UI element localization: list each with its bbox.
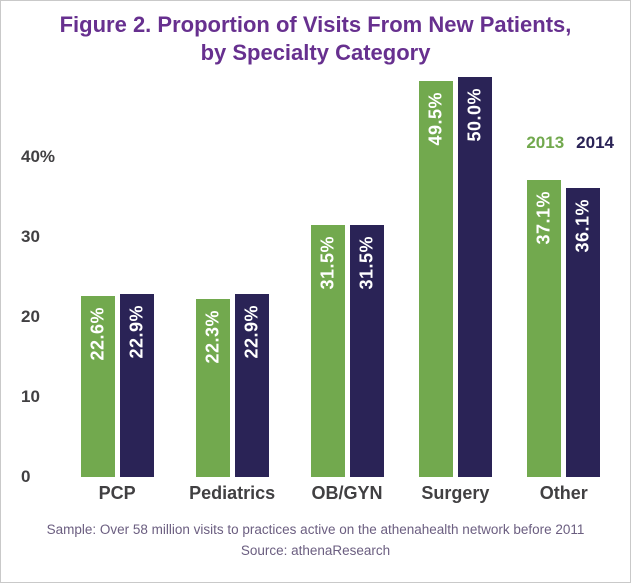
- category-label: OB/GYN: [311, 482, 383, 503]
- y-tick-label: 30: [21, 227, 40, 246]
- bar-2014-ob-gyn: 31.5%: [349, 225, 384, 477]
- bar-2014-surgery: 50.0%: [457, 77, 492, 477]
- bar-value-label: 22.9%: [241, 304, 262, 359]
- bar-group-ob-gyn: 31.5% 31.5% OB/GYN: [310, 75, 384, 509]
- bar-2014-pediatrics: 22.9%: [234, 293, 269, 477]
- footer: Sample: Over 58 million visits to practi…: [1, 519, 630, 561]
- bar-group-surgery: 49.5% 50.0% Surgery: [418, 75, 492, 509]
- bar-pair: 31.5% 31.5%: [310, 75, 384, 477]
- bar-value-label: 22.9%: [126, 304, 147, 359]
- bar-2013-surgery: 49.5%: [418, 81, 453, 477]
- legend: 2013 2014: [526, 133, 614, 153]
- bar-value-label: 49.5%: [425, 92, 446, 146]
- footer-source-note: Source: athenaResearch: [240, 543, 391, 558]
- category-label: Other: [539, 482, 588, 503]
- category-label: Surgery: [421, 482, 490, 503]
- bar-2013-ob-gyn: 31.5%: [310, 225, 345, 477]
- category-label: PCP: [98, 482, 136, 503]
- bar-value-label: 22.3%: [202, 309, 223, 364]
- bar-value-label: 37.1%: [533, 191, 554, 245]
- bars-container: 22.6% 22.9% PCP 22.3% 22.9% Pediatrics 31.5% 31…: [63, 75, 618, 509]
- bar-group-pediatrics: 22.3% 22.9% Pediatrics: [189, 75, 275, 509]
- legend-item-2014: 2014: [576, 133, 614, 152]
- bar-value-label: 31.5%: [317, 236, 338, 290]
- chart-title: Figure 2. Proportion of Visits From New …: [1, 1, 630, 67]
- bar-group-pcp: 22.6% 22.9% PCP: [80, 75, 154, 509]
- footer-sample-note: Sample: Over 58 million visits to practi…: [46, 522, 585, 537]
- y-tick-label: 40%: [21, 147, 56, 166]
- bar-value-label: 22.6%: [87, 307, 108, 361]
- bar-pair: 37.1% 36.1%: [527, 75, 601, 477]
- legend-item-2013: 2013: [526, 133, 565, 152]
- chart-title-line1: Figure 2. Proportion of Visits From New …: [59, 12, 572, 37]
- plot-area: 0 10 20 30 40% 2013 2014 22.6% 22.9% PCP 22.3% 2…: [9, 75, 622, 509]
- bar-pair: 22.6% 22.9%: [80, 75, 154, 477]
- category-label: Pediatrics: [189, 482, 276, 503]
- y-tick-label: 10: [21, 387, 40, 406]
- y-tick-label: 20: [21, 307, 40, 326]
- bar-value-label: 50.0%: [464, 88, 485, 142]
- chart-title-line2: by Specialty Category: [200, 40, 431, 65]
- y-axis: 0 10 20 30 40%: [21, 75, 63, 486]
- bar-pair: 22.3% 22.9%: [195, 75, 269, 477]
- bar-group-other: 37.1% 36.1% Other: [527, 75, 601, 509]
- bar-2013-other: 37.1%: [527, 180, 562, 477]
- bar-2014-pcp: 22.9%: [119, 293, 154, 477]
- bar-value-label: 36.1%: [572, 199, 593, 253]
- bar-2013-pediatrics: 22.3%: [195, 298, 230, 477]
- bar-2013-pcp: 22.6%: [80, 296, 115, 477]
- y-tick-label: 0: [21, 467, 31, 486]
- bar-pair: 49.5% 50.0%: [418, 75, 492, 477]
- bar-value-label: 31.5%: [356, 236, 377, 290]
- bar-2014-other: 36.1%: [566, 188, 601, 477]
